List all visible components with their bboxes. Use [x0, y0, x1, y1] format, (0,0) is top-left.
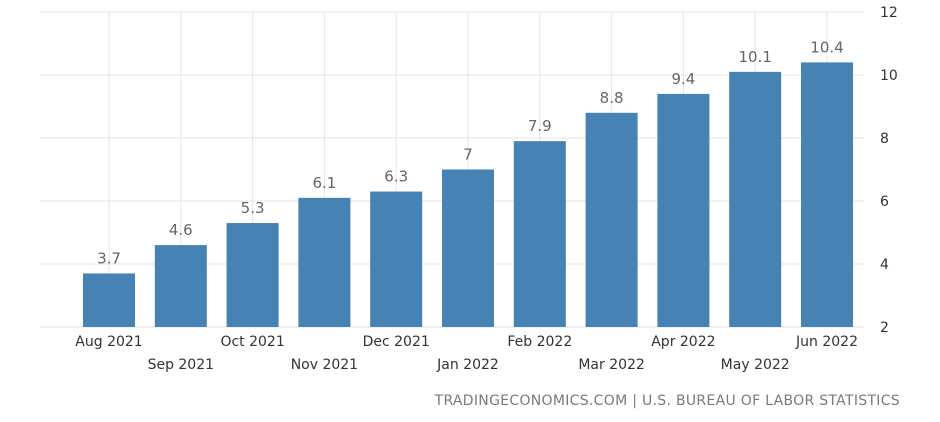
bar-value-label: 5.3 [241, 199, 265, 217]
x-tick-label: Dec 2021 [363, 334, 430, 350]
x-tick-label: Apr 2022 [651, 334, 715, 350]
x-tick-label: May 2022 [721, 357, 790, 373]
y-axis-tick-labels: 2 4 6 8 10 12 [880, 5, 898, 336]
bar [801, 62, 853, 328]
x-tick-label: Oct 2021 [220, 334, 284, 350]
x-tick-label: Mar 2022 [578, 357, 645, 373]
bar [298, 197, 351, 327]
x-tick-label: Aug 2021 [75, 334, 142, 350]
bar [513, 141, 566, 327]
x-axis-tick-labels: Aug 2021 Sep 2021 Oct 2021 Nov 2021 Dec 2021… [75, 334, 858, 373]
bar-value-label: 4.6 [169, 221, 193, 239]
bar-value-label: 10.1 [738, 48, 771, 66]
x-tick-label: Nov 2021 [291, 357, 358, 373]
bar [370, 191, 423, 327]
y-tick-label: 4 [880, 257, 889, 273]
x-tick-label: Jun 2022 [795, 334, 858, 350]
bar-value-label: 8.8 [600, 89, 624, 107]
bar-value-label: 3.7 [97, 249, 121, 267]
y-tick-label: 6 [880, 194, 889, 210]
x-tick-label: Sep 2021 [148, 357, 214, 373]
x-tick-label: Feb 2022 [507, 334, 572, 350]
bar [657, 93, 710, 328]
bar-value-label: 10.4 [810, 38, 843, 56]
y-tick-label: 8 [880, 131, 889, 147]
bar-chart: 3.7 4.6 5.3 6.1 6.3 7 7.9 8.8 9.4 10.1 10.4 Aug 20… [40, 5, 898, 373]
bar-value-label: 6.1 [312, 174, 336, 192]
bar-value-label: 6.3 [384, 168, 408, 186]
bar [154, 245, 207, 327]
value-labels: 3.7 4.6 5.3 6.1 6.3 7 7.9 8.8 9.4 10.1 10.4 [97, 38, 844, 267]
y-tick-label: 2 [880, 320, 889, 336]
bar [442, 169, 494, 327]
bar [585, 112, 638, 327]
bar-value-label: 7 [463, 146, 473, 164]
x-tick-label: Jan 2022 [436, 357, 499, 373]
bar [226, 223, 279, 327]
bar [83, 273, 135, 327]
source-attribution: TRADINGECONOMICS.COM | U.S. BUREAU OF LA… [434, 393, 900, 409]
y-tick-label: 12 [880, 5, 898, 21]
bar-value-label: 7.9 [528, 117, 552, 135]
bar-value-label: 9.4 [671, 70, 695, 88]
y-tick-label: 10 [880, 68, 898, 84]
bars [83, 62, 853, 328]
bar [729, 71, 782, 327]
